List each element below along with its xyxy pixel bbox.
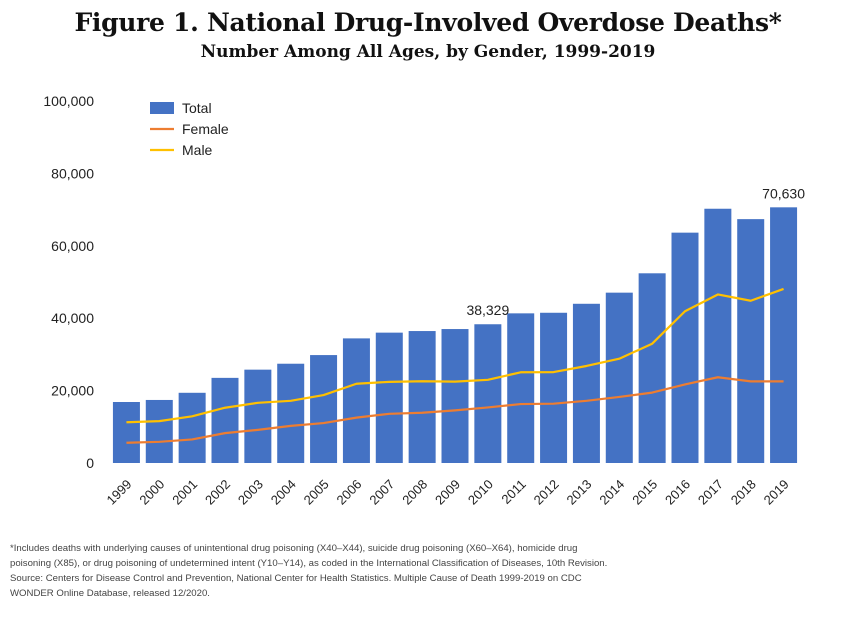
x-axis: 1999 2000 2001 2002 2003 2004 2005 2006 2007 2008…: [103, 477, 791, 508]
total-bar: [474, 324, 502, 463]
footnote-line: *Includes deaths with underlying causes …: [10, 543, 578, 554]
female-line: [126, 376, 784, 444]
total-bar: [310, 355, 338, 463]
chart-title: Figure 1. National Drug-Involved Overdos…: [74, 8, 782, 37]
x-tick-label: 2009: [432, 477, 463, 508]
data-label: 70,630: [762, 185, 805, 201]
total-bar: [572, 303, 600, 463]
total-bars: [112, 207, 798, 463]
male-line: [126, 287, 784, 424]
x-tick-label: 2018: [728, 477, 759, 508]
x-tick-label: 2012: [531, 477, 562, 508]
x-tick-label: 2007: [366, 477, 397, 508]
chart-subtitle: Number Among All Ages, by Gender, 1999-2…: [200, 42, 656, 62]
x-tick-label: 2005: [301, 477, 332, 508]
total-bar: [112, 402, 140, 463]
total-bar: [507, 313, 535, 463]
total-bar: [342, 338, 370, 463]
x-tick-label: 2008: [399, 477, 430, 508]
x-tick-label: 2017: [695, 477, 726, 508]
total-bar: [540, 312, 568, 463]
total-bar: [244, 369, 272, 463]
y-tick-label: 40,000: [51, 310, 94, 326]
total-bar: [770, 207, 798, 463]
y-tick-label: 0: [86, 455, 94, 471]
total-bar: [277, 363, 305, 463]
legend-label: Female: [182, 121, 229, 137]
total-bar: [737, 219, 765, 463]
total-bar: [605, 292, 633, 463]
x-tick-label: 1999: [103, 477, 134, 508]
data-annotations: 38,329 70,630: [466, 185, 805, 318]
x-tick-label: 2015: [629, 477, 660, 508]
legend: Total Female Male: [150, 100, 229, 158]
total-bar: [375, 332, 403, 463]
total-bar: [211, 377, 239, 463]
x-tick-label: 2010: [465, 477, 496, 508]
x-tick-label: 2011: [498, 477, 528, 507]
y-tick-label: 60,000: [51, 238, 94, 254]
x-tick-label: 2003: [235, 477, 266, 508]
y-axis: 0 20,000 40,000 60,000 80,000 100,000: [43, 93, 94, 471]
x-tick-label: 2001: [169, 477, 200, 508]
y-tick-label: 80,000: [51, 165, 94, 181]
footnote-line: WONDER Online Database, released 12/2020…: [10, 588, 210, 599]
y-tick-label: 100,000: [43, 93, 94, 109]
total-bar: [638, 273, 666, 463]
x-tick-label: 2004: [268, 477, 299, 508]
legend-swatch-total: [150, 102, 174, 114]
total-bar: [145, 399, 173, 463]
y-tick-label: 20,000: [51, 383, 94, 399]
total-bar: [441, 329, 469, 463]
x-tick-label: 2016: [662, 477, 693, 508]
footnote-line: Source: Centers for Disease Control and …: [10, 573, 582, 584]
x-tick-label: 2013: [563, 477, 594, 508]
x-tick-label: 2019: [761, 477, 792, 508]
total-bar: [178, 392, 206, 463]
footnote-line: poisoning (X85), or drug poisoning of un…: [10, 558, 608, 569]
total-bar: [408, 331, 436, 463]
total-bar: [704, 208, 732, 463]
legend-label: Male: [182, 142, 213, 158]
legend-label: Total: [182, 100, 212, 116]
x-tick-label: 2014: [596, 477, 627, 508]
x-tick-label: 2006: [333, 477, 364, 508]
footnote: *Includes deaths with underlying causes …: [10, 541, 840, 601]
data-label: 38,329: [466, 302, 509, 318]
total-bar: [671, 232, 699, 463]
x-tick-label: 2000: [136, 477, 167, 508]
x-tick-label: 2002: [202, 477, 233, 508]
gender-lines: [126, 287, 784, 444]
